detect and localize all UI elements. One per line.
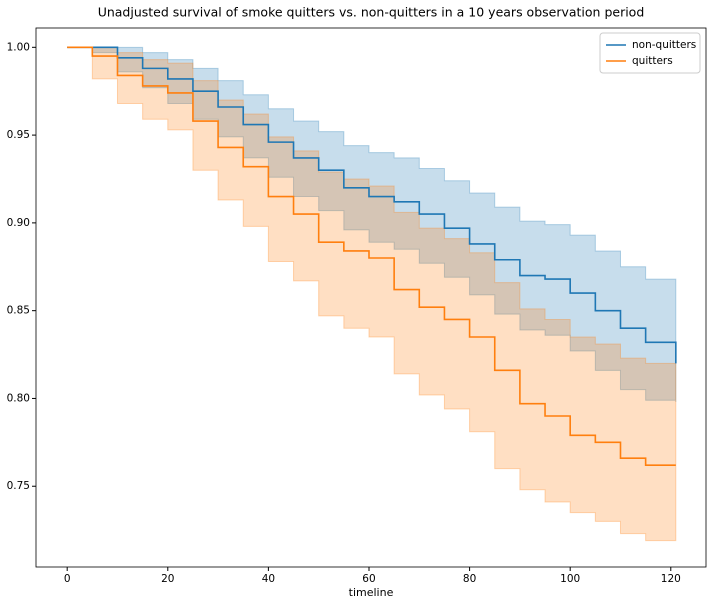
legend-box	[599, 32, 701, 74]
x-tick-label: 80	[463, 573, 476, 585]
chart-title: Unadjusted survival of smoke quitters vs…	[98, 5, 645, 20]
y-tick-label: 0.80	[7, 392, 30, 404]
legend-label: quitters	[632, 55, 673, 67]
x-tick-label: 0	[64, 573, 71, 585]
x-tick-label: 60	[362, 573, 375, 585]
x-tick-label: 120	[661, 573, 681, 585]
x-axis-label: timeline	[349, 586, 394, 599]
confidence-band	[67, 46, 677, 542]
y-tick-label: 0.75	[7, 480, 30, 492]
y-tick-label: 1.00	[7, 41, 30, 53]
y-tick-label: 0.85	[7, 305, 30, 317]
survival-line	[67, 46, 676, 466]
y-tick-label: 0.90	[7, 217, 30, 229]
plot-frame	[35, 27, 707, 568]
survival-line	[67, 46, 677, 364]
y-tick-label: 0.95	[7, 129, 30, 141]
x-tick-label: 100	[560, 573, 580, 585]
legend-label: non-quitters	[632, 39, 696, 51]
x-tick-label: 20	[161, 573, 174, 585]
x-tick-label: 40	[262, 573, 275, 585]
